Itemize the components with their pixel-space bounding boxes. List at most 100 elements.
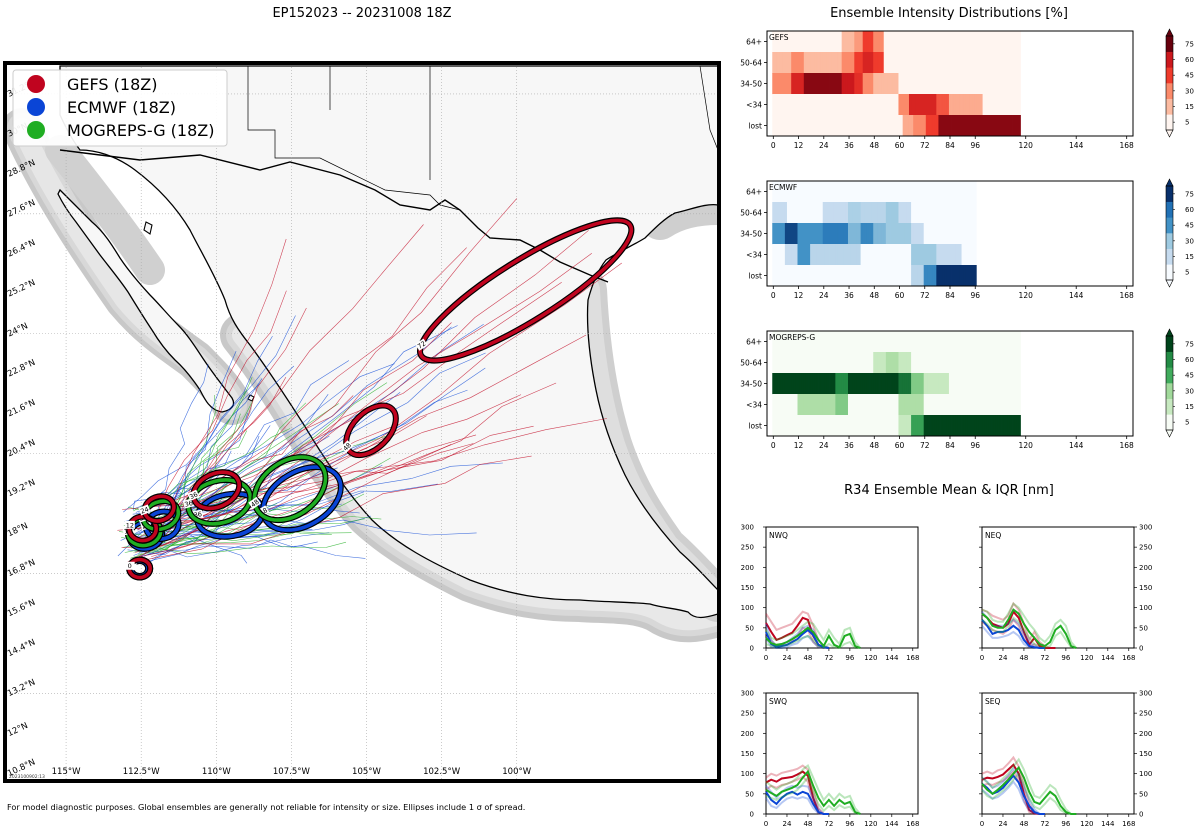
heatmap-cell [774,373,777,395]
heatmap-cell [824,94,828,116]
heatmap-cell [908,181,912,203]
heatmap-cell [854,115,857,137]
ellipse-hour-label: 48 [341,441,353,453]
heatmap-cell [986,31,990,53]
heatmap-cell [988,31,992,53]
heatmap-cell [972,181,975,203]
heatmap-cell [856,244,859,266]
y-tick-label: 250 [741,710,754,718]
heatmap-cell [887,202,891,224]
heatmap-cell [965,181,969,203]
heatmap-cell [845,265,849,287]
heatmap-cell [803,202,807,224]
heatmap-cell [911,115,914,137]
heatmap-cell [957,394,960,416]
heatmap-cell [965,244,969,266]
heatmap-cell [852,31,855,53]
heatmap-cell [906,73,910,95]
colorbar-max-arrow [1165,178,1174,187]
heatmap-cell [805,265,809,287]
heatmap-cell [951,31,954,53]
heatmap-cell [974,181,977,203]
heatmap-cell [835,244,838,266]
r34-ecmwf-low [981,780,1045,815]
heatmap-cell [976,73,979,95]
heatmap-cell [816,331,819,353]
heatmap-cell [850,373,853,395]
heatmap-cell [885,373,889,395]
heatmap-cell [875,352,878,374]
heatmap-cell [808,352,811,374]
colorbar-tick-label: 15 [1185,253,1194,261]
heatmap-cell [805,244,809,266]
y-tick-label: 50 [1139,790,1148,798]
heatmap-cell [793,181,796,203]
heatmap-cell [829,52,832,74]
heatmap-cell [879,181,883,203]
track-line [139,382,557,562]
colorbar-segment [1166,248,1173,265]
heatmap-cell [997,73,1000,95]
heatmap-cell [845,415,849,437]
heatmap-cell [820,181,824,203]
colorbar-segment [1166,98,1173,115]
colorbar-tick-label: 5 [1185,269,1189,277]
heatmap-cell [898,181,901,203]
heatmap-cell [940,223,944,245]
heatmap-cell [923,244,927,266]
heatmap-cell [894,31,897,53]
heatmap-cell [860,73,864,95]
r34-panel-label: SWQ [769,697,787,706]
heatmap-cell [772,394,775,416]
heatmap-cell [858,181,862,203]
x-tick-label: 72 [920,291,930,300]
colorbar-segment [1166,114,1173,131]
heatmap-cell [925,223,929,245]
heatmap-cell [1014,115,1017,137]
heatmap-cell [953,94,956,116]
r34-gefs-high [765,764,829,815]
heatmap-cell [871,394,874,416]
heatmap-cell [826,265,830,287]
track-line [121,531,352,546]
heatmap-cell [801,73,805,95]
heatmap-cell [1003,73,1007,95]
heatmap-cell [940,115,944,137]
colorbar-segment [1166,51,1173,68]
heatmap-cell [982,73,986,95]
heatmap-cell [915,373,918,395]
heatmap-cell [841,394,845,416]
heatmap-cell [877,223,880,245]
heatmap-cell [978,94,981,116]
heatmap-cell [789,352,792,374]
heatmap-cell [864,181,868,203]
r34-panel-label: NEQ [985,531,1001,540]
run-stamp: 2023100902:13 [9,774,45,780]
heatmap-cell [814,223,817,245]
ellipse-group: 24 [138,493,177,524]
heatmap-cell [953,181,956,203]
heatmap-cell [797,73,801,95]
heatmap-cell [944,394,948,416]
heatmap-cell [797,244,801,266]
heatmap-cell [881,331,885,353]
heatmap-cell [999,52,1002,74]
heatmap-cell [972,394,975,416]
heatmap-cell [847,394,851,416]
heatmap-cell [894,265,897,287]
heatmap-cell [822,223,826,245]
heatmap-cell [854,181,857,203]
heatmap-cell [887,331,891,353]
heatmap-cell [789,265,792,287]
y-tick-label: 150 [741,584,754,592]
heatmap-cell [831,352,834,374]
heatmap-cell [784,31,788,53]
heatmap-cell [805,52,809,74]
heatmap-cell [1014,394,1017,416]
heatmap-cell [925,352,929,374]
heatmap-cell [894,394,897,416]
heatmap-cell [988,115,992,137]
